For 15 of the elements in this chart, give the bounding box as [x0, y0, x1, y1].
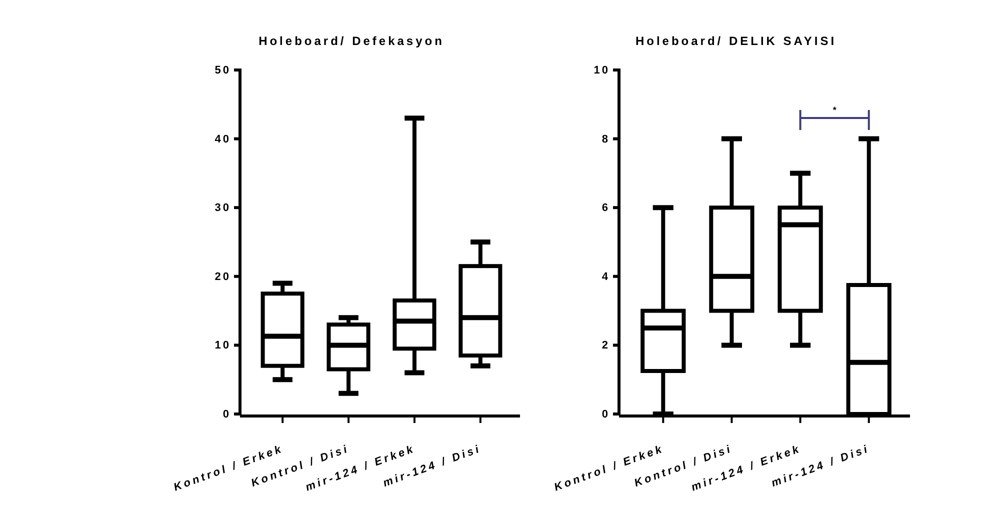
y-tick-label: 8 — [602, 133, 610, 146]
y-tick-label: 2 — [602, 340, 610, 352]
chart-title: Holeboard/ Defekasyon — [258, 34, 444, 48]
y-tick-label: 50 — [214, 64, 231, 77]
y-tick-label: 0 — [222, 408, 231, 421]
y-tick-label: 6 — [602, 202, 610, 214]
chart-title: Holeboard/ DELIK SAYISI — [635, 34, 837, 48]
y-tick-label: 0 — [602, 408, 610, 421]
y-tick-label: 40 — [214, 133, 231, 146]
y-tick-label: 30 — [214, 202, 231, 214]
y-tick-label: 20 — [214, 270, 231, 283]
y-tick-label: 10 — [594, 64, 610, 77]
y-tick-label: 10 — [214, 340, 231, 352]
annotation: * — [832, 105, 837, 115]
y-tick-label: 4 — [602, 270, 610, 283]
